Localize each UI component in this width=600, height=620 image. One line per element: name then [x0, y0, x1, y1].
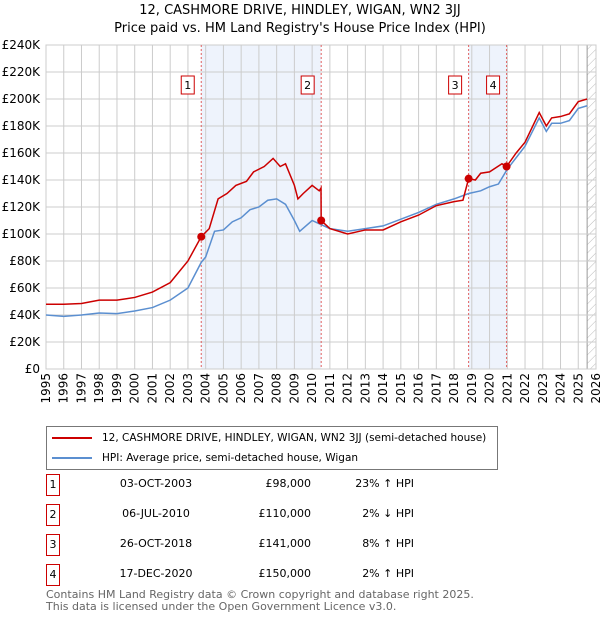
sale-price: £98,000 [265, 477, 312, 490]
chart-subtitle: Price paid vs. HM Land Registry's House … [114, 21, 486, 36]
y-tick-label: £140K [2, 173, 42, 187]
sale-marker-label: 3 [46, 534, 60, 556]
x-tick-label: 1995 [39, 373, 53, 404]
x-tick-label: 2025 [571, 373, 585, 404]
sale-hpi-diff: 2% ↓ HPI [362, 507, 414, 520]
sale-marker-label: 1 [184, 79, 191, 92]
x-tick-label: 1997 [74, 373, 88, 404]
legend-label: HPI: Average price, semi-detached house,… [102, 452, 359, 464]
sale-price: £150,000 [258, 567, 312, 580]
sale-point [197, 232, 206, 241]
sale-date: 06-JUL-2010 [122, 507, 190, 520]
y-tick-label: £60K [9, 281, 41, 295]
y-tick-label: £240K [2, 38, 42, 52]
x-tick-label: 1998 [92, 373, 106, 404]
sale-date: 03-OCT-2003 [119, 477, 193, 490]
y-tick-label: £20K [9, 335, 41, 349]
x-tick-label: 2010 [305, 373, 319, 404]
chart-title: 12, CASHMORE DRIVE, HINDLEY, WIGAN, WN2 … [139, 3, 461, 18]
x-tick-label: 2011 [323, 373, 337, 404]
sale-point [464, 174, 473, 183]
sale-marker-label: 1 [46, 474, 60, 496]
sale-price: £110,000 [258, 507, 312, 520]
sale-price: £141,000 [258, 537, 312, 550]
sale-date: 26-OCT-2018 [119, 537, 193, 550]
sale-marker-box [300, 75, 315, 95]
sale-point [502, 162, 511, 171]
x-tick-label: 2018 [447, 373, 461, 404]
x-tick-label: 2005 [216, 373, 230, 404]
x-tick-label: 2003 [181, 373, 195, 404]
sale-point [317, 216, 326, 225]
sale-marker-label: 2 [304, 79, 311, 92]
legend-swatch-red [52, 437, 92, 439]
x-tick-label: 1999 [110, 373, 124, 404]
x-tick-label: 2007 [252, 373, 266, 404]
sale-row: 4 17-DEC-2020 £150,000 2% ↑ HPI [46, 564, 446, 586]
y-tick-label: £80K [9, 254, 41, 268]
sale-marker-box [486, 75, 501, 95]
hpi-line [45, 105, 588, 318]
sale-row: 1 03-OCT-2003 £98,000 23% ↑ HPI [46, 474, 446, 496]
sale-marker-label: 4 [46, 564, 60, 586]
y-tick-label: £160K [2, 146, 42, 160]
x-tick-label: 2002 [163, 373, 177, 404]
x-tick-label: 2013 [358, 373, 372, 404]
x-tick-label: 2015 [394, 373, 408, 404]
sale-hpi-diff: 23% ↑ HPI [355, 477, 414, 490]
sale-marker-box [448, 75, 463, 95]
legend: 12, CASHMORE DRIVE, HINDLEY, WIGAN, WN2 … [46, 426, 498, 470]
price-line [46, 98, 588, 305]
footer: Contains HM Land Registry data © Crown c… [46, 589, 474, 613]
x-tick-label: 2020 [483, 373, 497, 404]
sale-marker-label: 2 [46, 504, 60, 526]
x-tick-label: 2022 [518, 373, 532, 404]
x-tick-label: 2024 [554, 373, 568, 404]
y-tick-label: £200K [2, 92, 42, 106]
x-tick-label: 2019 [465, 373, 479, 404]
x-tick-label: 2021 [500, 373, 514, 404]
sale-marker-label: 3 [452, 79, 459, 92]
y-tick-label: £180K [2, 119, 42, 133]
x-tick-label: 2009 [287, 373, 301, 404]
plot-area: 1995 1996 1997 1998 1999 2000 2001 2002 2003 2004… [2, 38, 600, 404]
y-tick-label: £40K [9, 308, 41, 322]
x-tick-label: 2012 [341, 373, 355, 404]
x-tick-label: 2017 [429, 373, 443, 404]
sale-hpi-diff: 2% ↑ HPI [362, 567, 414, 580]
x-tick-label: 1996 [57, 373, 71, 404]
footer-line: This data is licensed under the Open Gov… [46, 600, 397, 613]
sale-hpi-diff: 8% ↑ HPI [362, 537, 414, 550]
y-tick-label: £100K [2, 227, 42, 241]
legend-item-property: 12, CASHMORE DRIVE, HINDLEY, WIGAN, WN2 … [52, 430, 486, 446]
y-tick-label: £220K [2, 65, 42, 79]
legend-swatch-blue [52, 457, 92, 459]
x-tick-label: 2000 [128, 373, 142, 404]
x-tick-label: 2004 [199, 373, 213, 404]
sale-marker-label: 4 [490, 79, 497, 92]
legend-item-hpi: HPI: Average price, semi-detached house,… [52, 450, 358, 466]
x-tick-label: 2023 [536, 373, 550, 404]
x-tick-label: 2001 [145, 373, 159, 404]
x-tick-label: 2014 [376, 373, 390, 404]
x-tick-label: 2026 [589, 373, 600, 404]
sale-marker-box [180, 75, 195, 95]
x-tick-label: 2016 [412, 373, 426, 404]
footer-line: Contains HM Land Registry data © Crown c… [46, 588, 474, 601]
sale-date: 17-DEC-2020 [119, 567, 193, 580]
sale-row: 3 26-OCT-2018 £141,000 8% ↑ HPI [46, 534, 446, 556]
legend-label: 12, CASHMORE DRIVE, HINDLEY, WIGAN, WN2 … [102, 432, 487, 444]
x-tick-label: 2008 [270, 373, 284, 404]
y-tick-label: £120K [2, 200, 42, 214]
x-tick-label: 2006 [234, 373, 248, 404]
sale-row: 2 06-JUL-2010 £110,000 2% ↓ HPI [46, 504, 446, 526]
y-tick-label: £0 [25, 362, 40, 376]
